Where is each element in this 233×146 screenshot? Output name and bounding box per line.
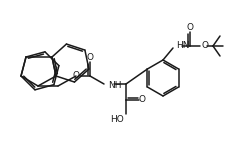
Text: HN: HN [176,41,189,51]
Text: NH: NH [108,81,121,91]
Text: O: O [138,95,145,105]
Text: HO: HO [110,114,124,124]
Text: O: O [86,53,93,62]
Text: O: O [72,72,79,80]
Text: O: O [186,24,193,33]
Text: O: O [202,41,209,51]
